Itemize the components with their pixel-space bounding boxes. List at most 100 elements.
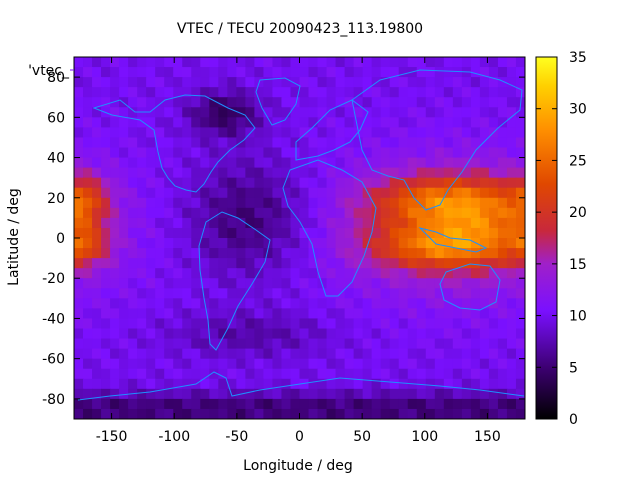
heatmap-cell <box>83 278 93 289</box>
heatmap-cell <box>362 177 373 189</box>
heatmap-cell <box>326 258 337 269</box>
heatmap-cell <box>74 187 84 199</box>
heatmap-cell <box>308 207 319 219</box>
heatmap-cell <box>272 398 283 410</box>
heatmap-cell <box>398 398 409 410</box>
heatmap-cell <box>488 187 499 199</box>
heatmap-cell <box>407 77 418 88</box>
heatmap-cell <box>479 348 490 360</box>
heatmap-cell <box>155 107 165 118</box>
heatmap-cell <box>335 308 346 320</box>
heatmap-cell <box>416 97 427 108</box>
heatmap-cell <box>218 358 228 370</box>
heatmap-cell <box>281 338 292 350</box>
heatmap-cell <box>209 177 219 189</box>
heatmap-cell <box>525 308 535 319</box>
heatmap-cell <box>525 268 535 279</box>
heatmap-cell <box>425 398 436 410</box>
heatmap-cell <box>461 238 472 249</box>
heatmap-cell <box>389 328 400 340</box>
heatmap-cell <box>290 97 301 108</box>
heatmap-cell <box>317 227 328 239</box>
heatmap-cell <box>218 378 228 390</box>
heatmap-cell <box>461 227 472 239</box>
heatmap-cell <box>137 318 147 330</box>
heatmap-cell <box>182 348 192 360</box>
heatmap-cell <box>380 378 391 390</box>
heatmap-cell <box>497 258 508 269</box>
heatmap-cell <box>227 147 237 159</box>
heatmap-cell <box>425 207 436 219</box>
heatmap-cell <box>416 117 427 128</box>
heatmap-cell <box>128 328 138 340</box>
heatmap-cell <box>398 147 409 159</box>
heatmap-cell <box>146 348 156 360</box>
heatmap-cell <box>200 147 210 159</box>
heatmap-cell <box>290 398 301 410</box>
heatmap-cell <box>146 97 156 108</box>
coastline-south-america <box>198 211 271 351</box>
heatmap-cell <box>398 197 409 209</box>
heatmap-cell <box>209 87 219 98</box>
heatmap-cell <box>317 177 328 189</box>
heatmap-cell <box>209 147 219 159</box>
heatmap-cell <box>353 298 364 309</box>
heatmap-cell <box>326 288 337 299</box>
heatmap-cell <box>326 238 337 249</box>
coastlines <box>77 69 525 401</box>
heatmap-cell <box>182 167 192 179</box>
heatmap-cell <box>200 67 210 78</box>
heatmap-cell <box>173 127 183 139</box>
heatmap-cell <box>425 258 436 269</box>
heatmap-cell <box>452 258 463 269</box>
heatmap-cell <box>479 67 490 78</box>
heatmap-cell <box>200 268 210 279</box>
heatmap-cell <box>164 137 174 149</box>
heatmap-cell <box>299 187 310 199</box>
heatmap-cell <box>389 238 400 249</box>
heatmap-cell <box>281 348 292 360</box>
heatmap-cell <box>488 147 499 159</box>
heatmap-cell <box>443 227 454 239</box>
heatmap-cell <box>398 177 409 189</box>
heatmap-cell <box>398 77 409 88</box>
heatmap-cell <box>191 398 201 410</box>
heatmap-cell <box>470 398 481 410</box>
heatmap-cell <box>110 137 120 149</box>
heatmap-cell <box>227 217 237 229</box>
heatmap-cell <box>101 398 111 410</box>
heatmap-cell <box>407 117 418 128</box>
heatmap-cell <box>83 298 93 309</box>
heatmap-cell <box>101 207 111 219</box>
heatmap-cell <box>380 97 391 108</box>
heatmap-cell <box>281 207 292 219</box>
heatmap-cell <box>407 137 418 149</box>
heatmap-cell <box>470 167 481 179</box>
heatmap-cell <box>290 378 301 390</box>
heatmap-cell <box>191 328 201 340</box>
heatmap-cell <box>290 288 301 299</box>
heatmap-cell <box>506 248 517 259</box>
heatmap-cell <box>425 388 436 400</box>
heatmap-cell <box>525 258 535 269</box>
heatmap-cell <box>101 187 111 199</box>
heatmap-cell <box>164 358 174 370</box>
heatmap-cell <box>146 157 156 169</box>
heatmap-cell <box>326 97 337 108</box>
heatmap-cell <box>245 67 255 78</box>
heatmap-cell <box>461 107 472 118</box>
heatmap-cell <box>83 308 93 320</box>
heatmap-cell <box>200 328 210 340</box>
heatmap-cell <box>461 298 472 309</box>
heatmap-cell <box>479 358 490 370</box>
heatmap-cell <box>146 147 156 159</box>
heatmap-cell <box>362 308 373 320</box>
heatmap-cell <box>209 388 219 400</box>
heatmap-cell <box>218 157 228 169</box>
heatmap-cell <box>326 278 337 289</box>
heatmap-cell <box>452 378 463 390</box>
y-tick-label: -60 <box>42 352 65 368</box>
heatmap-cell <box>308 67 319 78</box>
heatmap-cell <box>407 157 418 169</box>
heatmap-cell <box>317 137 328 149</box>
